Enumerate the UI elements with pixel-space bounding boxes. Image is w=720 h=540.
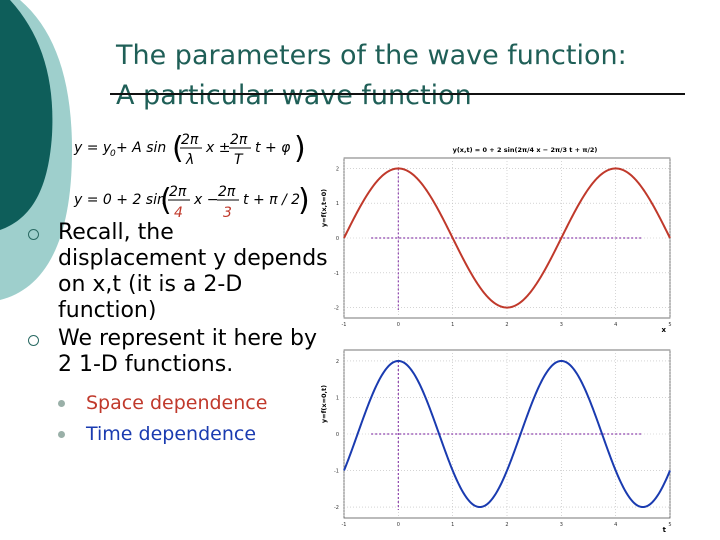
x-axis-label: x bbox=[661, 326, 666, 334]
x-tick-label: 0 bbox=[397, 322, 400, 328]
ring-bullet-icon bbox=[28, 229, 39, 240]
time-dependence-plot: -1 0 1 2 3 4 5 -2 -1 0 1 2 y=f(x=0,t) t bbox=[320, 349, 672, 534]
eq2-x: x − bbox=[193, 192, 218, 208]
x-tick-label: -1 bbox=[342, 522, 347, 528]
y-tick-label: 0 bbox=[336, 236, 339, 242]
x-tick-label: -1 bbox=[342, 322, 347, 328]
x-tick-label: 5 bbox=[668, 522, 671, 528]
eq2-den1: 4 bbox=[174, 205, 183, 221]
x-tick-label: 2 bbox=[505, 322, 508, 328]
y-tick-label: 1 bbox=[336, 201, 339, 207]
y-tick-label: -2 bbox=[334, 505, 339, 511]
bullet-item: Recall, the displacement y depends on x,… bbox=[28, 220, 328, 324]
eq2-lhs: y = 0 + 2 sin bbox=[73, 192, 166, 208]
x-tick-label: 2 bbox=[505, 522, 508, 528]
svg-text:(: ( bbox=[160, 183, 172, 218]
title-line-1: The parameters of the wave function: bbox=[116, 40, 627, 71]
slide-title: The parameters of the wave function: A p… bbox=[116, 36, 706, 116]
space-dependence-plot: -1 0 1 2 3 4 5 -2 -1 0 1 2 y=f(x,t=0) x y(x,t) = 0 + 2… bbox=[320, 146, 672, 334]
x-axis-label: t bbox=[663, 526, 667, 534]
eq1-den1: λ bbox=[185, 152, 194, 168]
x-tick-label: 1 bbox=[451, 322, 454, 328]
eq2-num2: 2π bbox=[218, 184, 236, 200]
y-tick-label: 1 bbox=[336, 395, 339, 401]
svg-text:): ) bbox=[294, 131, 306, 166]
y-tick-label: -1 bbox=[334, 271, 339, 277]
svg-text:): ) bbox=[298, 183, 308, 218]
wave-equations: y = y 0 + A sin ( 2π λ x ± 2π T t + φ ) … bbox=[73, 131, 308, 221]
title-underline bbox=[110, 93, 685, 95]
bullet-item: We represent it here by 2 1-D functions. bbox=[28, 326, 328, 378]
eq1-num1: 2π bbox=[181, 132, 199, 148]
bullet-text: We represent it here by 2 1-D functions. bbox=[58, 326, 317, 377]
y-tick-label: -1 bbox=[334, 469, 339, 475]
eq1-amp: + A sin bbox=[116, 140, 166, 156]
slide-decoration bbox=[0, 0, 72, 300]
svg-text:(: ( bbox=[172, 131, 184, 166]
y-tick-label: 2 bbox=[336, 166, 339, 172]
sub-bullet-item: Space dependence bbox=[28, 388, 328, 419]
y-tick-label: 0 bbox=[336, 432, 339, 438]
eq1-lhs: y = y bbox=[73, 140, 112, 156]
eq1-x: x ± bbox=[205, 140, 230, 156]
bullet-list: Recall, the displacement y depends on x,… bbox=[28, 220, 328, 450]
y-axis-label: y=f(x,t=0) bbox=[320, 189, 328, 227]
eq1-num2: 2π bbox=[230, 132, 248, 148]
x-tick-label: 3 bbox=[560, 322, 563, 328]
chart-title: y(x,t) = 0 + 2 sin(2π/4 x − 2π/3 t + π/2… bbox=[453, 146, 598, 154]
x-tick-label: 3 bbox=[560, 522, 563, 528]
ring-bullet-icon bbox=[28, 335, 39, 346]
title-line-2: A particular wave function bbox=[116, 80, 472, 111]
x-tick-label: 4 bbox=[614, 322, 617, 328]
general-wave-equation: y = y 0 + A sin ( 2π λ x ± 2π T t + φ ) bbox=[73, 131, 306, 168]
eq1-t: t + φ bbox=[255, 140, 291, 156]
y-tick-label: 2 bbox=[336, 359, 339, 365]
eq1-sub: 0 bbox=[110, 149, 116, 159]
sub-bullet-text: Time dependence bbox=[86, 423, 257, 445]
eq1-den2: T bbox=[234, 152, 244, 168]
eq2-t: t + π / 2 bbox=[243, 192, 300, 208]
dot-bullet-icon bbox=[58, 400, 65, 407]
sub-bullet-text: Space dependence bbox=[86, 392, 268, 414]
eq2-num1: 2π bbox=[169, 184, 187, 200]
wave-series-line bbox=[343, 359, 671, 509]
eq2-den2: 3 bbox=[223, 205, 232, 221]
x-tick-label: 1 bbox=[451, 522, 454, 528]
x-tick-label: 4 bbox=[614, 522, 617, 528]
wave-series-line bbox=[343, 167, 671, 309]
x-tick-label: 5 bbox=[668, 322, 671, 328]
bullet-text: Recall, the displacement y depends on x,… bbox=[58, 220, 328, 323]
y-axis-label: y=f(x=0,t) bbox=[320, 385, 328, 423]
y-tick-label: -2 bbox=[334, 306, 339, 312]
dot-bullet-icon bbox=[58, 431, 65, 438]
particular-wave-equation: y = 0 + 2 sin ( 2π 4 x − 2π 3 t + π / 2 … bbox=[73, 183, 308, 221]
x-tick-label: 0 bbox=[397, 522, 400, 528]
sub-bullet-item: Time dependence bbox=[28, 419, 328, 450]
